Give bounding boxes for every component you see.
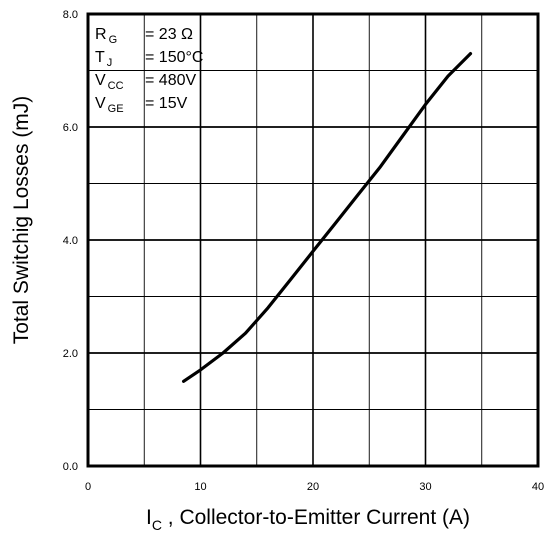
- x-tick-label: 10: [194, 481, 206, 493]
- x-tick-label: 0: [85, 481, 91, 493]
- tick-labels: 0 10 20 30 40 0.0 2.0 4.0 6.0 8.0: [63, 9, 544, 493]
- x-axis-label-main: I: [146, 506, 152, 529]
- condition-label: V CC: [95, 72, 124, 92]
- y-tick-label: 4.0: [63, 235, 78, 247]
- x-tick-label: 20: [307, 481, 319, 493]
- condition-value: = 15V: [145, 95, 188, 112]
- condition-value: = 150°C: [145, 49, 203, 66]
- series-line: [182, 52, 473, 383]
- plot-frame: [86, 12, 540, 468]
- condition-value: = 23 Ω: [145, 26, 193, 43]
- x-axis-label: IC , Collector-to-Emitter Current (A): [146, 506, 470, 533]
- x-tick-label: 40: [532, 481, 544, 493]
- y-tick-label: 8.0: [63, 9, 78, 21]
- y-tick-label: 2.0: [63, 348, 78, 360]
- y-axis-label: Total Switchig Losses (mJ): [10, 96, 33, 345]
- x-axis-label-sub: C: [152, 517, 162, 533]
- x-tick-label: 30: [419, 481, 431, 493]
- x-axis-label-rest: , Collector-to-Emitter Current (A): [162, 506, 470, 529]
- y-tick-label: 6.0: [63, 122, 78, 134]
- conditions-legend: R G = 23 Ω T J = 150°C V CC = 480V V GE = 15V: [95, 26, 203, 115]
- condition-value: = 480V: [145, 72, 196, 89]
- y-tick-label: 0.0: [63, 461, 78, 473]
- grid: [88, 14, 538, 466]
- condition-label: V GE: [95, 95, 124, 115]
